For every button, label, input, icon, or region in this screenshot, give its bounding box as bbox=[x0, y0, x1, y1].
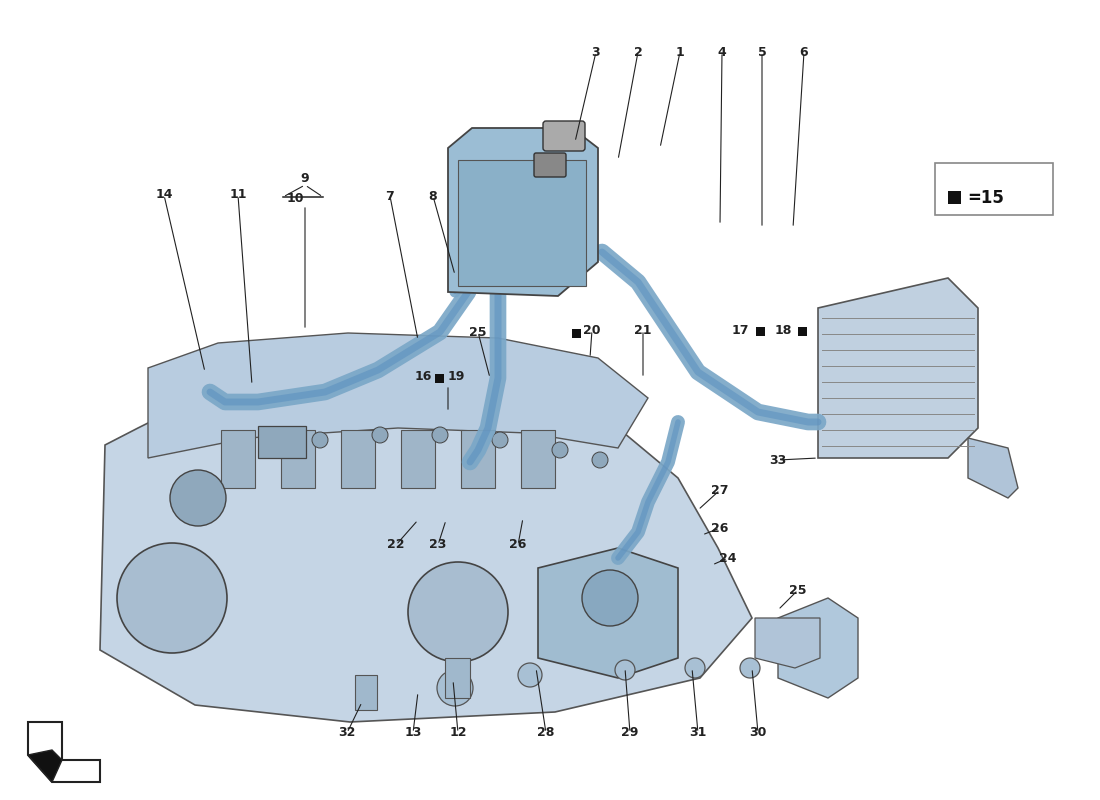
Polygon shape bbox=[968, 438, 1018, 498]
Circle shape bbox=[592, 452, 608, 468]
Circle shape bbox=[615, 660, 635, 680]
Text: 14: 14 bbox=[155, 189, 173, 202]
Circle shape bbox=[312, 432, 328, 448]
Text: 12: 12 bbox=[449, 726, 466, 739]
Bar bbox=[341, 430, 375, 488]
Polygon shape bbox=[28, 722, 100, 782]
Bar bbox=[446, 658, 470, 698]
Polygon shape bbox=[755, 618, 820, 668]
FancyBboxPatch shape bbox=[543, 121, 585, 151]
Text: 1: 1 bbox=[675, 46, 684, 58]
Circle shape bbox=[582, 570, 638, 626]
Text: 26: 26 bbox=[509, 538, 527, 551]
Bar bbox=[434, 374, 444, 383]
Bar bbox=[402, 430, 434, 488]
FancyBboxPatch shape bbox=[534, 153, 566, 177]
Bar bbox=[521, 430, 556, 488]
Text: 8: 8 bbox=[429, 190, 438, 202]
Bar bbox=[572, 329, 581, 338]
Polygon shape bbox=[448, 128, 598, 296]
Text: 4: 4 bbox=[717, 46, 726, 58]
Text: 7: 7 bbox=[386, 190, 395, 202]
Text: 22: 22 bbox=[387, 538, 405, 551]
Bar bbox=[461, 430, 495, 488]
Circle shape bbox=[432, 427, 448, 443]
Text: 25: 25 bbox=[790, 583, 806, 597]
Bar bbox=[756, 327, 764, 336]
Text: 18: 18 bbox=[774, 323, 792, 337]
Text: es: es bbox=[560, 409, 609, 451]
Circle shape bbox=[437, 670, 473, 706]
Bar bbox=[280, 430, 315, 488]
Text: 2: 2 bbox=[634, 46, 642, 58]
Text: 3: 3 bbox=[592, 46, 601, 58]
Text: 33: 33 bbox=[769, 454, 786, 466]
Text: 9: 9 bbox=[300, 171, 309, 185]
Text: 6: 6 bbox=[800, 46, 808, 58]
Bar bbox=[221, 430, 255, 488]
Circle shape bbox=[408, 562, 508, 662]
Text: 21: 21 bbox=[635, 323, 651, 337]
Bar bbox=[258, 426, 306, 458]
FancyBboxPatch shape bbox=[935, 163, 1053, 215]
Text: 20: 20 bbox=[583, 323, 601, 337]
Bar bbox=[948, 191, 961, 204]
Text: =15: =15 bbox=[967, 189, 1004, 207]
Text: 29: 29 bbox=[621, 726, 639, 739]
Text: euromotor: euromotor bbox=[307, 409, 553, 451]
Text: 10: 10 bbox=[286, 191, 304, 205]
Polygon shape bbox=[818, 278, 978, 458]
Text: 28: 28 bbox=[537, 726, 554, 739]
Polygon shape bbox=[148, 333, 648, 458]
Circle shape bbox=[117, 543, 227, 653]
Polygon shape bbox=[538, 548, 678, 678]
Text: 19: 19 bbox=[448, 370, 465, 383]
Circle shape bbox=[740, 658, 760, 678]
Text: 26: 26 bbox=[712, 522, 728, 534]
Polygon shape bbox=[100, 388, 752, 722]
Text: 27: 27 bbox=[712, 483, 728, 497]
Text: 17: 17 bbox=[732, 323, 749, 337]
Bar bbox=[355, 675, 377, 710]
Text: 16: 16 bbox=[415, 370, 432, 383]
Text: 11: 11 bbox=[229, 189, 246, 202]
Circle shape bbox=[518, 663, 542, 687]
Bar bbox=[798, 327, 807, 336]
Text: 5: 5 bbox=[758, 46, 767, 58]
Text: 30: 30 bbox=[749, 726, 767, 739]
Text: 13: 13 bbox=[405, 726, 421, 739]
Text: 23: 23 bbox=[429, 538, 447, 551]
FancyBboxPatch shape bbox=[458, 160, 586, 286]
Polygon shape bbox=[778, 598, 858, 698]
Circle shape bbox=[492, 432, 508, 448]
Circle shape bbox=[170, 470, 226, 526]
Text: 32: 32 bbox=[339, 726, 355, 739]
Circle shape bbox=[685, 658, 705, 678]
Circle shape bbox=[552, 442, 568, 458]
Polygon shape bbox=[28, 750, 62, 782]
Text: 24: 24 bbox=[719, 551, 737, 565]
Circle shape bbox=[372, 427, 388, 443]
Text: 31: 31 bbox=[690, 726, 706, 739]
Text: 25: 25 bbox=[470, 326, 486, 338]
